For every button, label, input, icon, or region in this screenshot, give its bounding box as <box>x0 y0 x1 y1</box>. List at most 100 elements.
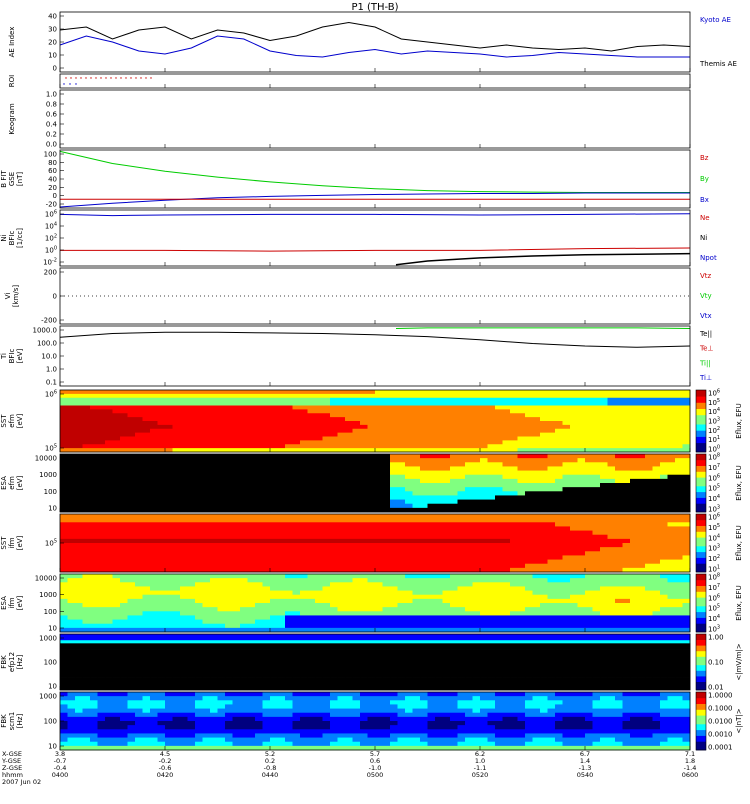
spectrogram-cell <box>187 619 196 625</box>
spectrogram-cell <box>292 567 301 573</box>
spectrogram-cell <box>682 483 691 488</box>
spectrogram-cell <box>97 598 106 604</box>
spectrogram-cell <box>67 444 76 449</box>
spectrogram-cell <box>120 574 128 579</box>
spectrogram-cell <box>615 586 623 591</box>
spectrogram-cell <box>682 462 691 467</box>
spectrogram-cell <box>540 627 548 633</box>
spectrogram-cell <box>322 478 331 484</box>
spectrogram-cell <box>675 594 683 600</box>
spectrogram-cell <box>97 538 106 544</box>
spectrogram-cell <box>570 428 578 434</box>
spectrogram-cell <box>135 582 143 587</box>
spectrogram-cell <box>60 607 68 612</box>
spectrogram-cell <box>555 409 563 414</box>
spectrogram-cell <box>187 409 196 414</box>
spectrogram-cell <box>442 590 451 596</box>
spectrogram-cell <box>262 413 271 418</box>
spectrogram-cell <box>270 603 278 608</box>
spectrogram-cell <box>127 397 136 403</box>
spectrogram-cell <box>637 526 646 531</box>
spectrogram-cell <box>352 444 361 449</box>
spectrogram-cell <box>67 470 76 476</box>
spectrogram-cell <box>127 594 136 600</box>
spectrogram-cell <box>540 559 548 565</box>
spectrogram-cell <box>405 578 413 583</box>
spectrogram-cell <box>195 478 203 484</box>
spectrogram-cell <box>427 586 436 591</box>
spectrogram-cell <box>105 530 113 536</box>
spectrogram-cell <box>637 393 646 399</box>
spectrogram-cell <box>645 409 653 414</box>
spectrogram-cell <box>315 491 323 496</box>
spectrogram-cell <box>465 470 473 476</box>
spectrogram-cell <box>247 598 256 604</box>
spectrogram-cell <box>487 534 496 540</box>
spectrogram-cell <box>427 390 436 395</box>
spectrogram-cell <box>165 543 173 548</box>
spectrogram-cell <box>487 458 496 463</box>
spectrogram-cell <box>472 551 481 556</box>
spectrogram-cell <box>397 466 406 471</box>
spectrogram-cell <box>60 563 68 569</box>
spectrogram-cell <box>60 483 68 488</box>
spectrogram-cell <box>195 518 203 523</box>
spectrogram-cell <box>345 495 353 500</box>
spectrogram-cell <box>637 594 646 600</box>
spectrogram-cell <box>292 397 301 403</box>
spectrogram-cell <box>420 487 428 492</box>
spectrogram-cell <box>450 574 458 579</box>
spectrogram-cell <box>217 470 226 476</box>
spectrogram-cell <box>435 491 443 496</box>
spectrogram-cell <box>172 466 181 471</box>
spectrogram-cell <box>397 428 406 434</box>
spectrogram-cell <box>457 478 466 484</box>
spectrogram-cell <box>652 555 661 560</box>
spectrogram-cell <box>292 421 301 426</box>
spectrogram-cell <box>585 462 593 467</box>
spectrogram-cell <box>195 619 203 625</box>
spectrogram-cell <box>217 607 226 612</box>
spectrogram-cell <box>510 559 518 565</box>
spectrogram-cell <box>547 594 556 600</box>
spectrogram-cell <box>322 627 331 633</box>
spectrogram-cell <box>592 518 601 523</box>
spectrogram-cell <box>555 619 563 625</box>
spectrogram-cell <box>82 448 91 453</box>
spectrogram-cell <box>615 436 623 441</box>
spectrogram-cell <box>555 574 563 579</box>
spectrogram-cell <box>547 627 556 633</box>
spectrogram-cell <box>97 543 106 548</box>
spectrogram-cell <box>502 421 511 426</box>
spectrogram-cell <box>502 611 511 616</box>
spectrogram-cell <box>367 563 376 569</box>
spectrogram-cell <box>480 487 488 492</box>
spectrogram-cell <box>442 598 451 604</box>
spectrogram-cell <box>652 474 661 480</box>
spectrogram-cell <box>142 590 151 596</box>
spectrogram-cell <box>307 555 316 560</box>
spectrogram-cell <box>172 424 181 430</box>
spectrogram-cell <box>660 503 668 509</box>
spectrogram-cell <box>465 594 473 600</box>
spectrogram-cell <box>135 507 143 513</box>
spectrogram-cell <box>592 428 601 434</box>
spectrogram-cell <box>337 567 346 573</box>
spectrogram-cell <box>555 405 563 410</box>
spectrogram-cell <box>120 607 128 612</box>
spectrogram-cell <box>412 615 421 620</box>
spectrogram-cell <box>262 466 271 471</box>
spectrogram-cell <box>405 424 413 430</box>
spectrogram-cell <box>337 495 346 500</box>
spectrogram-cell <box>592 413 601 418</box>
spectrogram-cell <box>210 470 218 476</box>
spectrogram-cell <box>337 574 346 579</box>
spectrogram-cell <box>420 530 428 536</box>
spectrogram-cell <box>442 538 451 544</box>
spectrogram-cell <box>420 559 428 565</box>
spectrogram-cell <box>180 514 188 519</box>
spectrogram-cell <box>382 483 391 488</box>
spectrogram-cell <box>270 543 278 548</box>
spectrogram-cell <box>622 563 631 569</box>
spectrogram-cell <box>487 474 496 480</box>
